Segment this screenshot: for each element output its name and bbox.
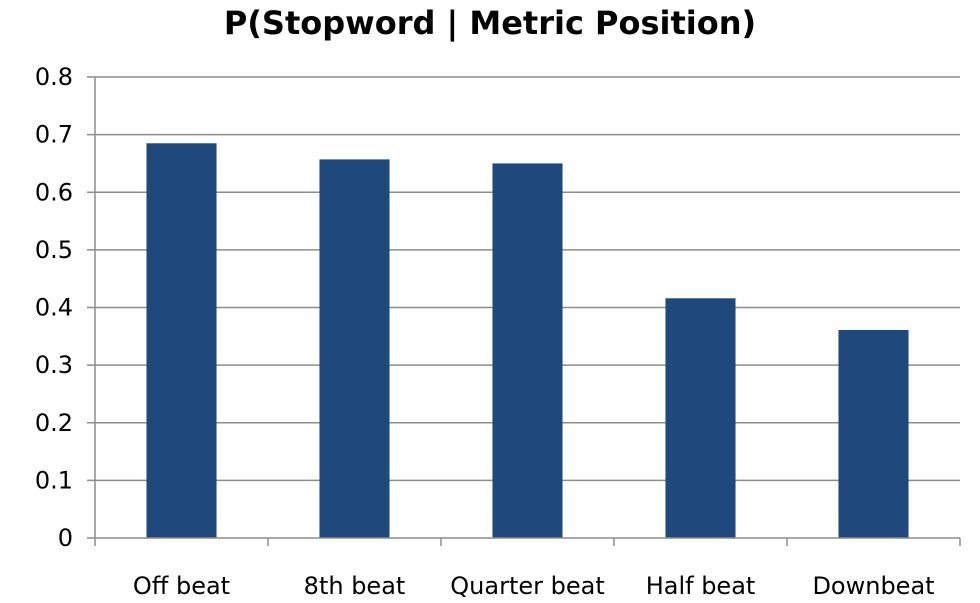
y-tick-label: 0.5: [35, 236, 73, 264]
y-tick-label: 0.3: [35, 351, 73, 379]
bar: [838, 329, 909, 538]
y-tick-label: 0.8: [35, 63, 73, 91]
bar: [319, 159, 390, 538]
y-tick-label: 0.6: [35, 178, 73, 206]
tick-labels: 0 0.1 0.2 0.3 0.4 0.5 0.6 0.7 0.8 Off beat 8th bea…: [35, 63, 935, 600]
x-tick-label: Off beat: [133, 572, 230, 600]
y-tick-label: 0.1: [35, 466, 73, 494]
bars: [146, 143, 909, 539]
x-tick-label: Half beat: [646, 572, 756, 600]
y-tick-label: 0: [58, 524, 73, 552]
bar: [665, 298, 736, 538]
x-tick-label: Downbeat: [812, 572, 934, 600]
y-tick-label: 0.4: [35, 294, 73, 322]
x-tick-label: 8th beat: [304, 572, 406, 600]
y-tick-label: 0.7: [35, 121, 73, 149]
bar: [492, 163, 563, 538]
axes: [87, 76, 961, 546]
bar: [146, 143, 217, 539]
y-tick-label: 0.2: [35, 409, 73, 437]
chart-title: P(Stopword | Metric Position): [223, 4, 757, 42]
x-tick-label: Quarter beat: [450, 572, 604, 600]
